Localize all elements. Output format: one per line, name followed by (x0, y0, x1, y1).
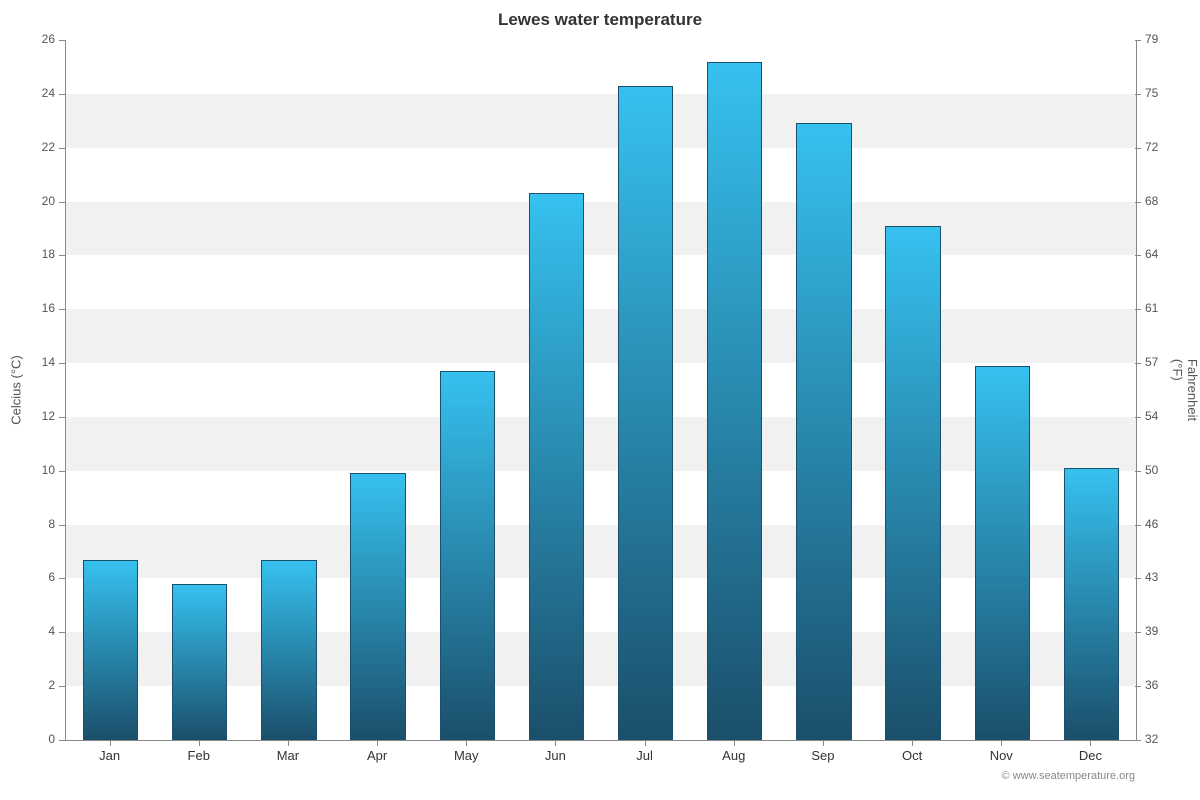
chart-container: Lewes water temperature Celcius (°C) Fah… (0, 0, 1200, 800)
x-tick-label: May (454, 748, 479, 763)
y-tick-right: 39 (1145, 624, 1158, 638)
bar (83, 560, 138, 740)
y-tick-right: 43 (1145, 570, 1158, 584)
y-tick-right: 32 (1145, 732, 1158, 746)
plot-area (65, 40, 1137, 741)
bar (172, 584, 227, 740)
y-tick-left: 2 (0, 678, 55, 692)
bar (440, 371, 495, 740)
copyright-text: © www.seatemperature.org (1002, 770, 1135, 782)
bar (885, 226, 940, 740)
bar (796, 123, 851, 740)
y-tick-right: 36 (1145, 678, 1158, 692)
y-tick-right: 79 (1145, 32, 1158, 46)
x-tick-label: Jan (99, 748, 120, 763)
y-tick-left: 20 (0, 194, 55, 208)
y-tick-left: 14 (0, 355, 55, 369)
y-tick-left: 10 (0, 463, 55, 477)
x-tick-label: Feb (188, 748, 210, 763)
y-tick-left: 16 (0, 301, 55, 315)
y-tick-right: 64 (1145, 247, 1158, 261)
chart-title: Lewes water temperature (0, 10, 1200, 30)
y-tick-right: 68 (1145, 194, 1158, 208)
y-tick-left: 0 (0, 732, 55, 746)
bar (261, 560, 316, 740)
y-tick-left: 6 (0, 570, 55, 584)
x-tick-label: Sep (811, 748, 834, 763)
bar (707, 62, 762, 740)
y-tick-left: 4 (0, 624, 55, 638)
x-tick-label: Jul (636, 748, 653, 763)
y-tick-right: 50 (1145, 463, 1158, 477)
y-tick-left: 12 (0, 409, 55, 423)
y-tick-right: 61 (1145, 301, 1158, 315)
y-tick-left: 22 (0, 140, 55, 154)
bar (618, 86, 673, 740)
y-axis-label-fahrenheit: Fahrenheit (°F) (1170, 359, 1200, 421)
x-tick-label: Nov (990, 748, 1013, 763)
y-tick-left: 18 (0, 247, 55, 261)
x-tick-label: Apr (367, 748, 387, 763)
y-tick-right: 46 (1145, 517, 1158, 531)
x-tick-label: Mar (277, 748, 299, 763)
y-tick-left: 8 (0, 517, 55, 531)
y-tick-right: 54 (1145, 409, 1158, 423)
bar (1064, 468, 1119, 740)
y-tick-right: 75 (1145, 86, 1158, 100)
y-tick-left: 26 (0, 32, 55, 46)
bar (350, 473, 405, 740)
x-tick-label: Jun (545, 748, 566, 763)
bar (529, 193, 584, 740)
x-tick-label: Oct (902, 748, 922, 763)
y-tick-left: 24 (0, 86, 55, 100)
x-tick-label: Aug (722, 748, 745, 763)
y-tick-right: 57 (1145, 355, 1158, 369)
x-tick-label: Dec (1079, 748, 1102, 763)
bar (975, 366, 1030, 740)
y-tick-right: 72 (1145, 140, 1158, 154)
